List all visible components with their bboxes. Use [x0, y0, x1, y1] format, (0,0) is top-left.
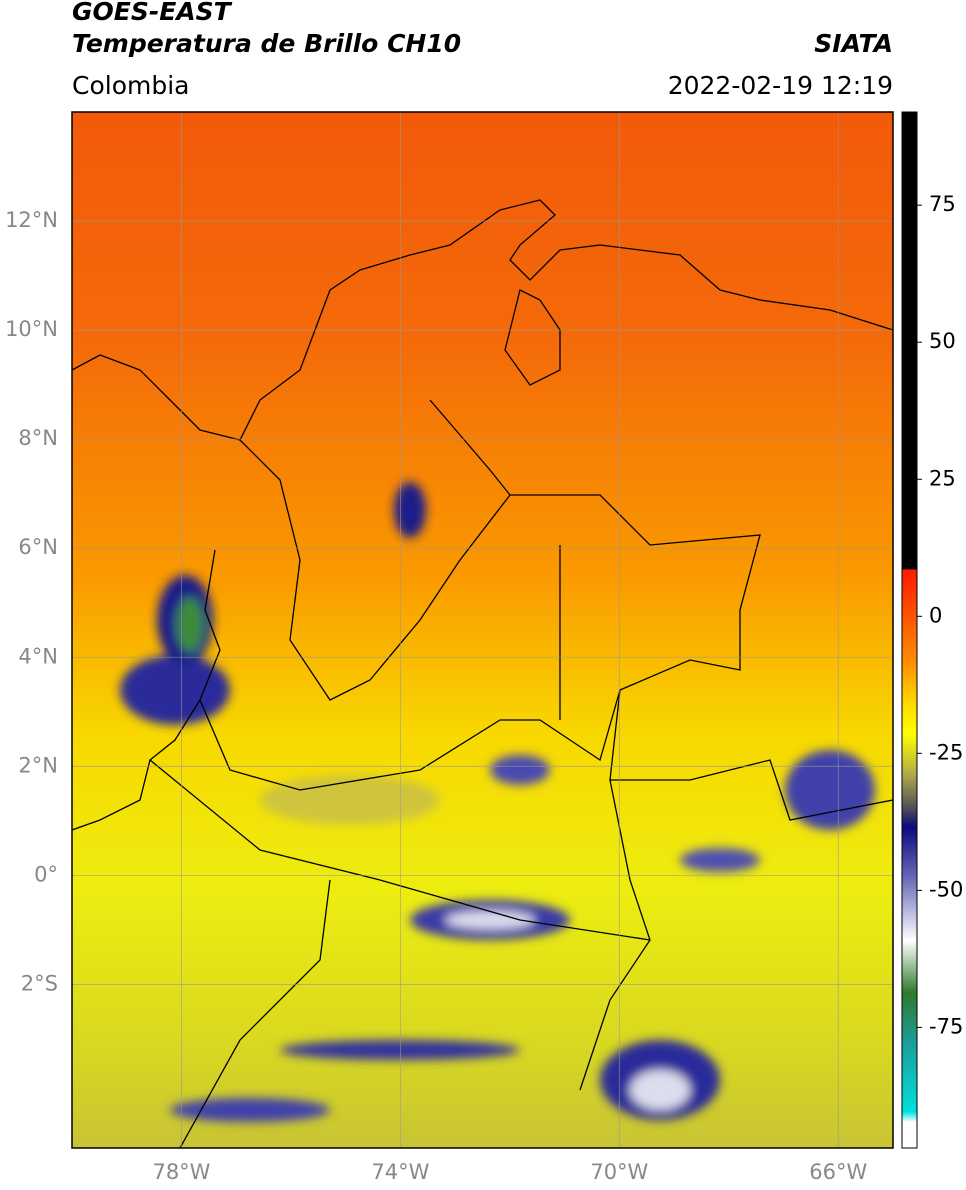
lat-tick-label: 4°N — [18, 644, 58, 668]
colorbar-tick-label: 25 — [929, 466, 956, 490]
lon-tick-label: 74°W — [371, 1160, 429, 1184]
borders — [149, 399, 893, 1148]
lat-tick-label: 8°N — [18, 426, 58, 450]
cloud-cells — [120, 482, 875, 1122]
colorbar-tick-label: 0 — [929, 603, 942, 627]
lon-tick-label: 78°W — [152, 1160, 210, 1184]
title-line1: GOES-EAST — [72, 0, 233, 26]
colorbar — [901, 111, 918, 1149]
lon-tick-label: 66°W — [809, 1160, 867, 1184]
lat-tick-label: 0° — [34, 862, 58, 886]
lake-maracaibo — [504, 289, 561, 386]
lat-tick-label: 2°N — [18, 753, 58, 777]
colorbar-tick-label: 75 — [929, 192, 956, 216]
pacific-coast — [72, 549, 221, 831]
region: Colombia — [72, 71, 189, 100]
lat-tick-label: 12°N — [5, 208, 58, 232]
map-grid — [72, 112, 893, 1148]
colorbar-tick-label: -50 — [929, 877, 963, 901]
datetime: 2022-02-19 12:19 — [668, 71, 893, 100]
lat-tick-label: 2°S — [21, 971, 58, 995]
colorbar-tick-label: 50 — [929, 329, 956, 353]
lat-tick-label: 6°N — [18, 535, 58, 559]
coastline — [72, 199, 893, 441]
map-frame — [71, 111, 894, 1149]
colorbar-tick-label: -25 — [929, 740, 963, 764]
map-image — [72, 112, 893, 1148]
colorbar-tick-label: -75 — [929, 1014, 963, 1038]
lat-tick-label: 10°N — [5, 317, 58, 341]
source: SIATA — [814, 29, 893, 58]
lon-tick-label: 70°W — [590, 1160, 648, 1184]
title-line2: Temperatura de Brillo CH10 — [72, 29, 461, 58]
